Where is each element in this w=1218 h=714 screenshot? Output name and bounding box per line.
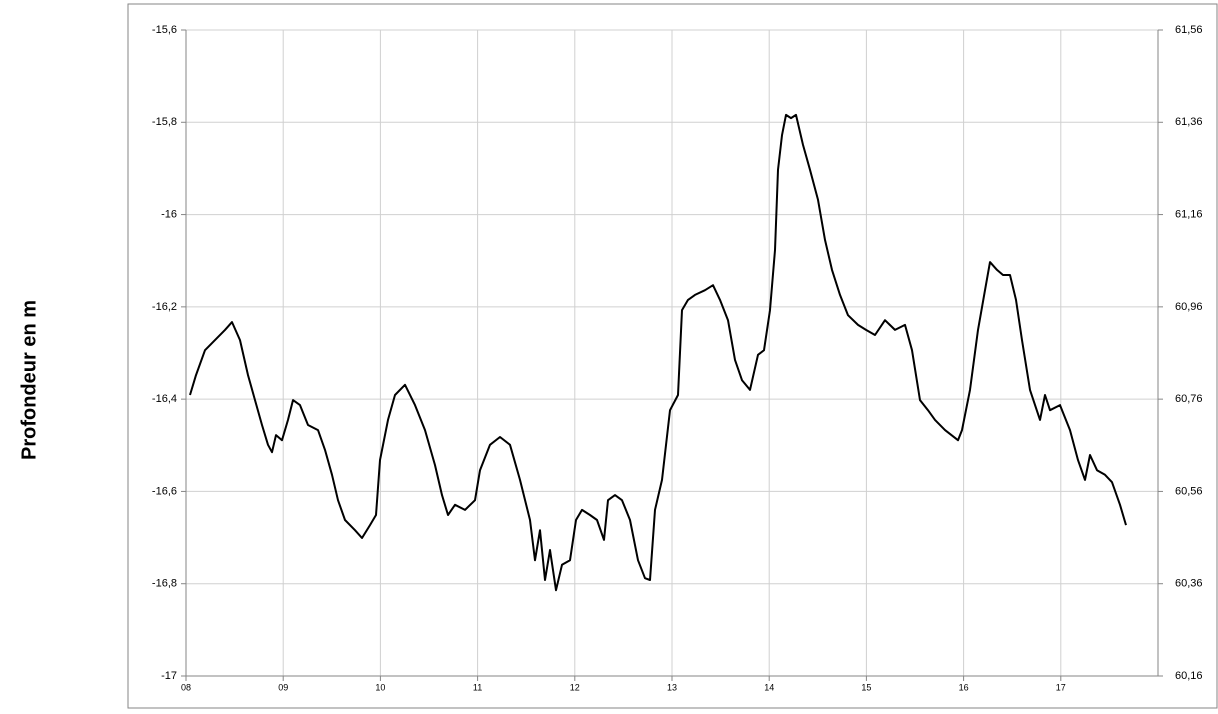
y2-tick-label: 61,56 (1175, 24, 1203, 36)
x-tick-label: 10 (375, 682, 385, 692)
y-tick-label: -15,8 (152, 116, 177, 128)
y-tick-label: -16 (161, 208, 177, 220)
x-tick-label: 13 (667, 682, 677, 692)
x-tick-label: 08 (181, 682, 191, 692)
x-tick-label: 17 (1056, 682, 1066, 692)
x-tick-label: 16 (959, 682, 969, 692)
y-tick-label: -16,4 (152, 393, 177, 405)
x-tick-label: 11 (473, 682, 482, 692)
x-tick-label: 14 (764, 682, 774, 692)
x-tick-label: 12 (570, 682, 580, 692)
y2-tick-label: 61,36 (1175, 116, 1203, 128)
y2-tick-label: 60,16 (1175, 670, 1203, 682)
chart-frame (127, 3, 1218, 709)
data-line (189, 113, 1127, 592)
y-tick-label: -15,6 (152, 24, 177, 36)
y2-tick-label: 60,56 (1175, 485, 1203, 497)
y-tick-label: -16,2 (152, 301, 177, 313)
y2-tick-label: 60,36 (1175, 578, 1203, 590)
y-tick-label: -16,6 (152, 485, 177, 497)
y2-tick-label: 60,96 (1175, 301, 1203, 313)
x-tick-label: 15 (861, 682, 871, 692)
y2-tick-label: 60,76 (1175, 393, 1203, 405)
y-tick-label: -17 (161, 670, 177, 682)
y-axis-label: Profondeur en m (18, 300, 40, 460)
y-tick-label: -16,8 (152, 578, 177, 590)
y2-tick-label: 61,16 (1175, 208, 1203, 220)
x-tick-label: 09 (278, 682, 288, 692)
